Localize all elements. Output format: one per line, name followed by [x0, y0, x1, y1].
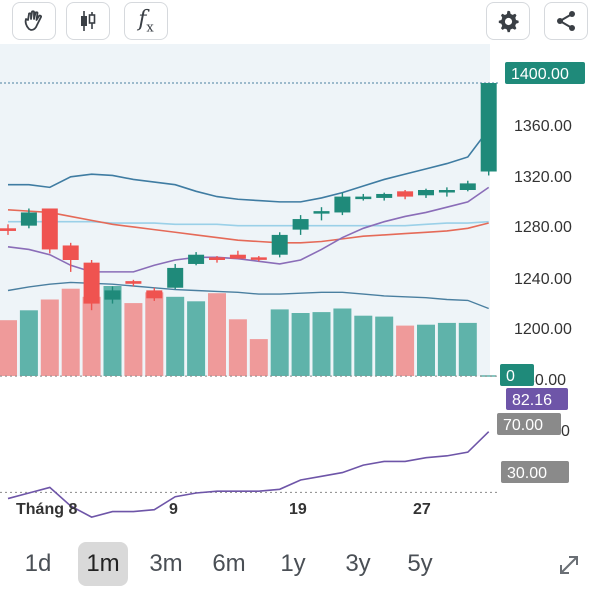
- price-tick-label: 1240.00: [514, 271, 572, 288]
- volume-bar: [333, 308, 352, 376]
- volume-value-tag-bg: [500, 364, 534, 386]
- rsi-level-70-tag: 70.00: [503, 417, 543, 434]
- price-tick-label: 1200.00: [514, 321, 572, 338]
- volume-bar: [417, 324, 435, 376]
- timeframe-bar: 1d 1m 3m 6m 1y 3y 5y: [0, 538, 600, 594]
- candle-body[interactable]: [418, 190, 434, 196]
- chart-type-button[interactable]: [66, 2, 110, 40]
- volume-bar: [82, 296, 101, 376]
- timeframe-1y[interactable]: 1y: [280, 550, 306, 577]
- volume-bar: [0, 320, 17, 376]
- share-button[interactable]: [544, 2, 588, 40]
- rsi-level-30-tag-bg: [501, 461, 569, 483]
- volume-bar: [40, 299, 59, 376]
- candle-body[interactable]: [125, 281, 142, 284]
- timeframe-1m[interactable]: 1m: [78, 542, 128, 586]
- volume-bar: [312, 312, 331, 376]
- volume-axis-label: 60.00: [526, 372, 566, 389]
- rsi-axis-label: 0: [561, 423, 570, 440]
- volume-bar: [208, 293, 226, 376]
- rsi-level-70-tag-bg: [497, 413, 561, 435]
- candle-body[interactable]: [397, 191, 414, 197]
- chart-toolbar: fx: [0, 0, 600, 44]
- volume-bar: [19, 310, 38, 376]
- timeframe-3y[interactable]: 3y: [345, 550, 371, 577]
- rsi-value-tag: 82.16: [512, 392, 552, 409]
- x-axis-label: Tháng 8: [16, 501, 77, 518]
- bollinger-middle-line: [8, 220, 489, 227]
- volume-bar: [270, 309, 289, 376]
- volume-bar: [187, 301, 206, 376]
- price-tick-label: 1320.00: [514, 169, 572, 186]
- candle-body[interactable]: [334, 196, 351, 213]
- volume-bar: [437, 322, 456, 376]
- candle-body[interactable]: [229, 254, 246, 259]
- candle-body[interactable]: [313, 211, 330, 214]
- gear-icon: [496, 9, 520, 33]
- candle-body[interactable]: [41, 208, 58, 250]
- candle-body[interactable]: [62, 245, 79, 260]
- timeframe-3m[interactable]: 3m: [149, 550, 183, 577]
- price-tick-label: 1280.00: [514, 219, 572, 236]
- price-chart[interactable]: 1360.00 1320.00 1280.00 1240.00 1200.00 60.00…: [0, 44, 600, 528]
- volume-bar: [124, 303, 143, 376]
- rsi-value-tag-bg: [506, 388, 568, 410]
- candle-body[interactable]: [355, 196, 372, 200]
- last-price-tag-bg: [505, 62, 585, 84]
- volume-bar: [396, 325, 415, 376]
- share-icon: [554, 9, 578, 33]
- candle-body[interactable]: [20, 212, 37, 226]
- settings-button[interactable]: [486, 2, 530, 40]
- timeframe-6m[interactable]: 6m: [212, 550, 246, 577]
- candle-body[interactable]: [480, 83, 497, 172]
- volume-value-tag: 0: [506, 368, 515, 385]
- moving-average-line: [7, 209, 489, 244]
- volume-bar: [354, 315, 373, 376]
- timeframe-5y[interactable]: 5y: [407, 550, 433, 577]
- candle-body[interactable]: [146, 290, 163, 299]
- x-axis-label: 27: [413, 501, 431, 518]
- expand-icon[interactable]: [556, 552, 582, 583]
- candle-body[interactable]: [292, 219, 309, 230]
- volume-bar: [249, 339, 268, 376]
- volume-bar: [166, 296, 185, 376]
- candle-body[interactable]: [250, 257, 267, 260]
- timeframe-1d[interactable]: 1d: [24, 550, 52, 577]
- candle-body[interactable]: [0, 228, 16, 231]
- bollinger-upper-line: [8, 128, 490, 203]
- rsi-level-30-tag: 30.00: [507, 465, 547, 482]
- candle-body[interactable]: [209, 257, 225, 260]
- function-icon: fx: [138, 6, 154, 36]
- rsi-line: [7, 431, 490, 518]
- candle-body[interactable]: [104, 290, 121, 300]
- x-axis-label: 9: [169, 501, 178, 518]
- candle-body[interactable]: [376, 193, 393, 198]
- candle-body[interactable]: [83, 262, 100, 304]
- candlestick-icon: [75, 8, 101, 34]
- candle-body[interactable]: [167, 267, 184, 288]
- candle-body[interactable]: [188, 254, 205, 264]
- volume-bar: [458, 322, 477, 376]
- volume-bar: [145, 292, 164, 376]
- x-axis-label: 19: [289, 501, 307, 518]
- volume-bar: [61, 288, 80, 376]
- candle-body[interactable]: [438, 190, 455, 193]
- last-price-tag: 1400.00: [511, 66, 569, 83]
- volume-bar: [228, 319, 247, 376]
- candle-body[interactable]: [271, 234, 288, 255]
- draw-tool-button[interactable]: [12, 2, 56, 40]
- price-tick-label: 1360.00: [514, 118, 572, 135]
- candle-body[interactable]: [459, 183, 476, 190]
- hand-draw-icon: [21, 8, 47, 34]
- volume-bar: [291, 313, 310, 376]
- volume-bar: [103, 286, 122, 376]
- indicators-button[interactable]: fx: [124, 2, 168, 40]
- volume-bar: [375, 316, 394, 376]
